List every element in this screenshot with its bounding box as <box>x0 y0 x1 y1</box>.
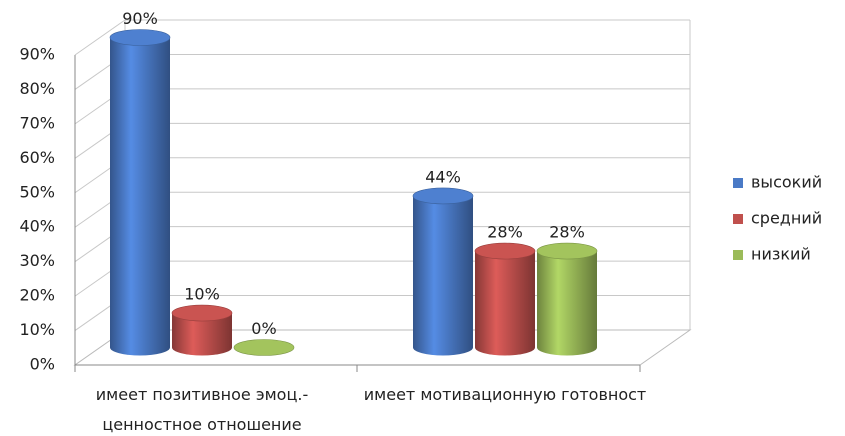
value-label: 0% <box>251 319 276 338</box>
bar-body <box>110 37 171 356</box>
bar-top <box>474 242 536 260</box>
bar <box>233 339 295 356</box>
x-tick-label: имеет мотивационную готовност <box>363 385 647 404</box>
y-tick-label: 90% <box>19 45 55 64</box>
y-tick-label: 70% <box>19 113 55 132</box>
bar <box>171 304 233 356</box>
x-tick-label: имеет позитивное эмоц.-ценностное отноше… <box>95 385 309 434</box>
y-tick-label: 40% <box>19 217 55 236</box>
bar-top <box>233 339 295 356</box>
y-tick-label: 30% <box>19 251 55 270</box>
legend-label: низкий <box>751 245 811 264</box>
bar-top <box>171 304 233 322</box>
y-tick-label: 60% <box>19 148 55 167</box>
bar-body <box>413 195 473 356</box>
value-label: 90% <box>122 9 158 28</box>
bar <box>474 242 536 356</box>
legend-swatch <box>733 250 743 260</box>
value-label: 10% <box>184 285 220 304</box>
y-tick-label: 50% <box>19 182 55 201</box>
legend-label: высокий <box>751 173 822 192</box>
bar-top <box>536 242 598 260</box>
bar-top <box>412 187 474 205</box>
bar <box>536 242 598 356</box>
bar-body <box>537 251 597 356</box>
bar <box>109 29 171 356</box>
value-label: 28% <box>487 223 523 242</box>
legend-swatch <box>733 214 743 224</box>
bar-top <box>109 29 171 46</box>
value-label: 28% <box>549 223 585 242</box>
y-tick-label: 20% <box>19 286 55 305</box>
bar <box>412 187 474 356</box>
value-label: 44% <box>425 167 461 186</box>
y-tick-label: 10% <box>19 320 55 339</box>
bar-body <box>172 313 232 356</box>
bar-body <box>475 251 535 356</box>
legend-label: средний <box>751 209 822 228</box>
legend-swatch <box>733 178 743 188</box>
y-tick-label: 0% <box>30 355 55 374</box>
y-tick-label: 80% <box>19 79 55 98</box>
